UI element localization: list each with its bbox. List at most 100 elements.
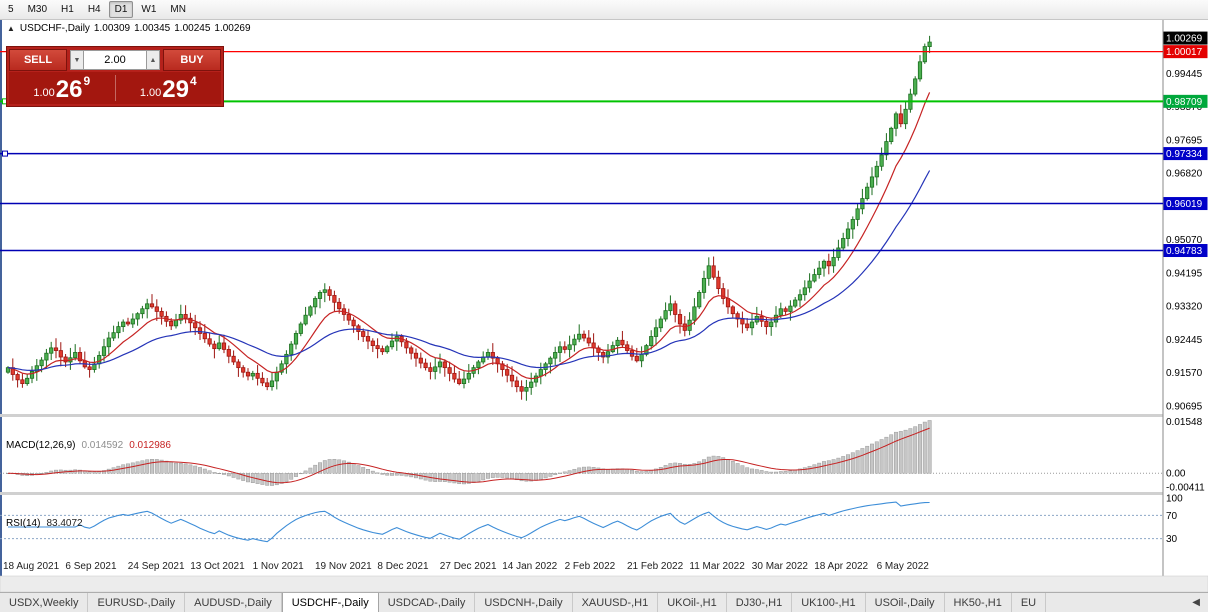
candle-body bbox=[548, 357, 553, 365]
tab-usoil-daily[interactable]: USOil-,Daily bbox=[866, 593, 945, 612]
tab-dj30-h1[interactable]: DJ30-,H1 bbox=[727, 593, 793, 612]
candle-body bbox=[130, 318, 135, 325]
last-price-box bbox=[1163, 31, 1208, 45]
candle-body bbox=[730, 306, 735, 315]
macd-name: MACD(12,26,9) bbox=[6, 440, 76, 451]
macd-histogram-bar bbox=[198, 467, 202, 474]
candle-body bbox=[20, 379, 25, 385]
tab-xauusd-h1[interactable]: XAUUSD-,H1 bbox=[573, 593, 659, 612]
hline-anchor[interactable] bbox=[2, 150, 8, 157]
candle-body bbox=[361, 331, 366, 337]
macd-histogram-bar bbox=[908, 428, 913, 474]
candle-body bbox=[226, 349, 231, 357]
candle-body bbox=[452, 372, 457, 380]
ohlc-low: 1.00245 bbox=[174, 23, 211, 34]
timeframe-button-h1[interactable]: H1 bbox=[61, 4, 74, 15]
macd-histogram-bar bbox=[807, 465, 812, 474]
candle-body bbox=[121, 321, 126, 328]
timeframe-button-h4[interactable]: H4 bbox=[87, 4, 101, 15]
macd-histogram-bar bbox=[54, 469, 58, 474]
price-divider bbox=[114, 75, 116, 101]
tab-eurusd-daily[interactable]: EURUSD-,Daily bbox=[88, 593, 186, 612]
volume-field[interactable]: 2.00 bbox=[84, 50, 146, 70]
macd-histogram-bar bbox=[764, 471, 769, 474]
macd-histogram-bar bbox=[735, 463, 740, 474]
tab-usdcad-daily[interactable]: USDCAD-,Daily bbox=[379, 593, 476, 612]
candle-body bbox=[284, 353, 289, 365]
candle-body bbox=[725, 298, 731, 308]
collapse-triangle-icon[interactable]: ▲ bbox=[7, 24, 15, 33]
date-label: 11 Mar 2022 bbox=[689, 561, 745, 572]
tab-uk100-h1[interactable]: UK100-,H1 bbox=[792, 593, 866, 612]
macd-histogram-bar bbox=[582, 466, 586, 474]
rsi-axis-tick: 30 bbox=[1166, 534, 1178, 545]
macd-histogram-bar bbox=[826, 460, 831, 474]
candle-body bbox=[178, 314, 183, 321]
macd-histogram-bar bbox=[874, 441, 879, 474]
macd-histogram-bar bbox=[558, 472, 562, 474]
macd-histogram-bar bbox=[687, 464, 692, 474]
tab-ukoil-h1[interactable]: UKOil-,H1 bbox=[658, 593, 727, 612]
macd-histogram-bar bbox=[289, 473, 294, 480]
date-label: 6 May 2022 bbox=[877, 561, 930, 572]
macd-histogram-bar bbox=[370, 470, 375, 474]
macd-histogram-bar bbox=[298, 473, 303, 475]
timeframe-button-mn[interactable]: MN bbox=[170, 4, 186, 15]
tab-audusd-daily[interactable]: AUDUSD-,Daily bbox=[185, 593, 282, 612]
volume-decrease-button[interactable]: ▼ bbox=[70, 50, 84, 70]
macd-histogram-bar bbox=[913, 426, 918, 474]
bottom-strip bbox=[0, 575, 1208, 592]
macd-histogram-bar bbox=[202, 468, 207, 474]
tab-usdchf-daily[interactable]: USDCHF-,Daily bbox=[281, 593, 379, 612]
macd-histogram-bar bbox=[769, 471, 774, 474]
date-label: 14 Jan 2022 bbox=[502, 561, 557, 572]
macd-histogram-bar bbox=[759, 470, 764, 474]
macd-histogram-bar bbox=[130, 462, 135, 474]
macd-histogram-bar bbox=[634, 470, 639, 474]
price-axis-background[interactable] bbox=[1163, 20, 1208, 576]
candle-body bbox=[533, 375, 539, 383]
macd-histogram-bar bbox=[706, 456, 711, 474]
tab-usdx-weekly[interactable]: USDX,Weekly bbox=[0, 593, 89, 612]
candle-body bbox=[663, 310, 668, 320]
candle-body bbox=[692, 306, 697, 321]
date-label: 21 Feb 2022 bbox=[627, 561, 684, 572]
tabs-scroll-left-icon[interactable]: ◀ bbox=[1192, 597, 1200, 608]
rsi-pane: 100 70 30 bbox=[0, 493, 1183, 545]
candle-body bbox=[653, 327, 659, 337]
macd-histogram-bar bbox=[399, 473, 404, 476]
candle-body bbox=[658, 318, 663, 329]
timeframe-button-w1[interactable]: W1 bbox=[141, 4, 157, 15]
macd-histogram-bar bbox=[169, 462, 174, 474]
tab-eu[interactable]: EU bbox=[1012, 593, 1047, 612]
tab-hk50-h1[interactable]: HK50-,H1 bbox=[945, 593, 1012, 612]
pane-divider[interactable] bbox=[0, 414, 1208, 417]
tab-usdcnh-daily[interactable]: USDCNH-,Daily bbox=[475, 593, 573, 612]
macd-histogram-bar bbox=[270, 473, 274, 486]
candle-body bbox=[332, 295, 337, 303]
timeframe-button-d1[interactable]: D1 bbox=[108, 1, 134, 18]
buy-button[interactable]: BUY bbox=[163, 49, 221, 71]
candle-body bbox=[538, 369, 543, 377]
candle-body bbox=[193, 322, 198, 329]
macd-histogram-bar bbox=[812, 464, 817, 474]
timeframe-button-m30[interactable]: M30 bbox=[27, 4, 48, 15]
candle-body bbox=[106, 337, 111, 348]
candle-body bbox=[87, 366, 92, 370]
price-axis-tick: 0.94195 bbox=[1166, 268, 1203, 279]
candle-body bbox=[370, 340, 375, 347]
volume-increase-button[interactable]: ▲ bbox=[146, 50, 160, 70]
candle-body bbox=[317, 292, 323, 299]
macd-histogram-bar bbox=[226, 473, 231, 477]
macd-histogram-bar bbox=[500, 473, 505, 478]
sell-button[interactable]: SELL bbox=[9, 49, 67, 71]
macd-histogram-bar bbox=[745, 467, 750, 474]
macd-histogram-bar bbox=[222, 473, 226, 475]
macd-histogram-bar bbox=[572, 468, 577, 474]
pane-dividers[interactable] bbox=[0, 414, 1208, 495]
timeframe-button-5[interactable]: 5 bbox=[8, 4, 14, 15]
candle-body bbox=[327, 289, 332, 296]
macd-histogram-bar bbox=[303, 470, 308, 474]
macd-histogram-bar bbox=[841, 456, 846, 474]
pane-divider[interactable] bbox=[0, 492, 1208, 495]
